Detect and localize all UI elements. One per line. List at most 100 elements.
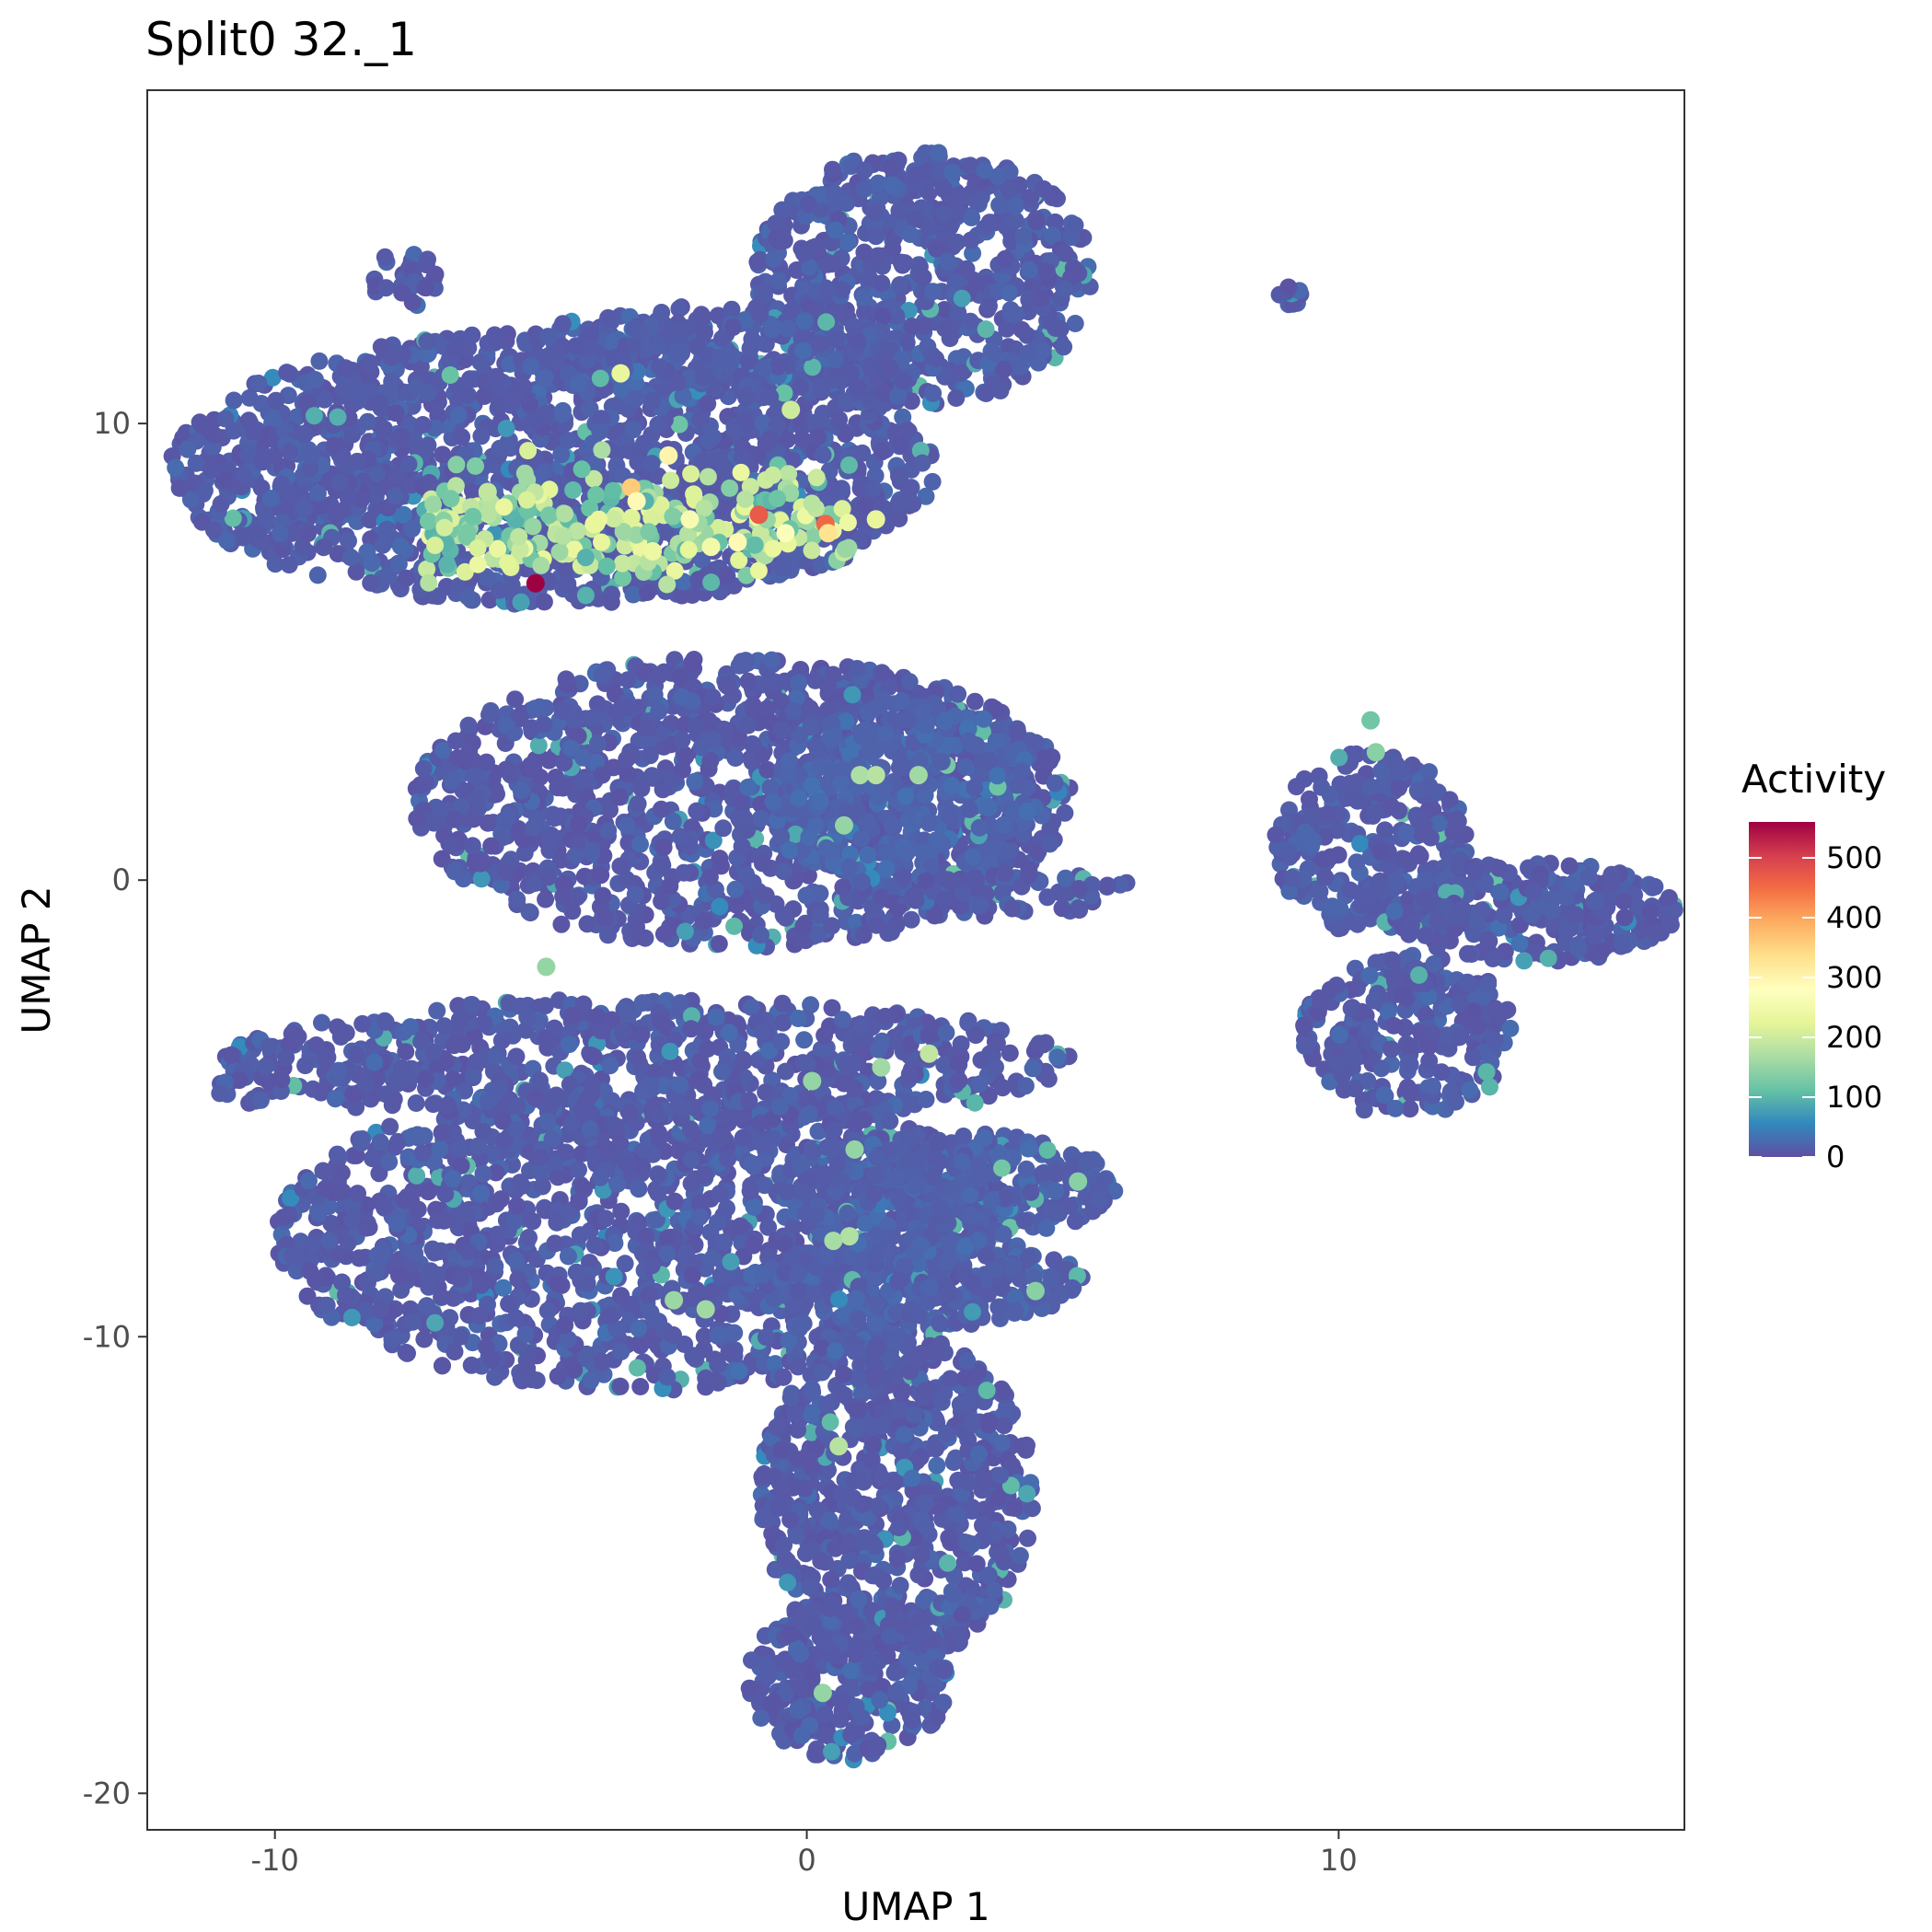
- scatter-point: [536, 368, 554, 387]
- scatter-point: [536, 1029, 554, 1047]
- scatter-point: [249, 375, 268, 392]
- scatter-point: [521, 396, 539, 414]
- scatter-point: [552, 445, 571, 464]
- scatter-point: [1056, 804, 1074, 822]
- scatter-point: [845, 1080, 863, 1098]
- scatter-point: [1019, 344, 1037, 363]
- scatter-point: [827, 370, 845, 388]
- scatter-point: [778, 431, 796, 449]
- scatter-point: [187, 454, 205, 472]
- scatter-point: [980, 752, 998, 769]
- scatter-point: [535, 593, 553, 611]
- scatter-point: [1066, 216, 1084, 235]
- scatter-point: [641, 746, 659, 765]
- scatter-point: [811, 792, 829, 811]
- scatter-point: [408, 440, 426, 458]
- scatter-point: [811, 377, 829, 396]
- scatter-point: [280, 556, 298, 574]
- scatter-point: [1018, 326, 1036, 344]
- scatter-point: [754, 414, 772, 433]
- scatter-point: [917, 1091, 935, 1108]
- scatter-point: [890, 202, 908, 220]
- scatter-point: [923, 472, 942, 491]
- scatter-point: [204, 521, 223, 539]
- scatter-point: [691, 411, 710, 429]
- scatter-point: [1051, 319, 1070, 338]
- scatter-point: [873, 690, 892, 709]
- scatter-point: [472, 427, 491, 445]
- scatter-point: [870, 247, 887, 265]
- scatter-point: [849, 378, 867, 397]
- scatter-point: [601, 1057, 619, 1075]
- scatter-point: [525, 758, 542, 777]
- scatter-point: [631, 927, 649, 945]
- scatter-point: [453, 428, 471, 446]
- scatter-point: [346, 385, 364, 403]
- scatter-point: [794, 918, 813, 935]
- scatter-point: [1035, 179, 1053, 198]
- scatter-point: [839, 233, 857, 251]
- scatter-point: [449, 406, 468, 424]
- scatter-point: [897, 844, 916, 862]
- scatter-point: [967, 192, 986, 211]
- scatter-point: [545, 809, 563, 827]
- scatter-point: [472, 870, 491, 888]
- scatter-point: [479, 814, 497, 832]
- scatter-point: [694, 911, 712, 930]
- scatter-point: [823, 255, 841, 273]
- scatter-point: [448, 749, 467, 767]
- scatter-point: [893, 692, 911, 711]
- scatter-point: [554, 887, 573, 906]
- scatter-point: [764, 792, 782, 811]
- scatter-point: [239, 446, 257, 464]
- scatter-point: [618, 816, 636, 835]
- scatter-point: [1056, 280, 1074, 298]
- scatter-point: [480, 706, 498, 724]
- scatter-point: [713, 1062, 731, 1081]
- scatter-point: [773, 559, 792, 576]
- scatter-point: [588, 735, 607, 753]
- scatter-point: [716, 459, 735, 477]
- scatter-point: [642, 455, 661, 473]
- scatter-point: [869, 1040, 887, 1059]
- scatter-point: [1009, 723, 1027, 742]
- scatter-point: [471, 854, 490, 873]
- scatter-point: [443, 772, 461, 791]
- scatter-point: [300, 459, 318, 478]
- scatter-point: [747, 298, 766, 317]
- scatter-point: [388, 467, 406, 485]
- scatter-point: [599, 926, 617, 944]
- scatter-point: [930, 144, 948, 162]
- scatter-point: [611, 857, 630, 875]
- scatter-point: [998, 319, 1016, 338]
- scatter-point: [376, 1012, 395, 1031]
- scatter-point: [676, 922, 694, 941]
- scatter-point: [686, 717, 704, 735]
- scatter-point: [824, 160, 841, 179]
- scatter-point: [891, 467, 909, 485]
- scatter-point: [464, 751, 482, 769]
- scatter-point: [553, 702, 572, 720]
- scatter-point: [638, 584, 656, 601]
- scatter-point: [950, 1054, 967, 1072]
- scatter-point: [774, 1013, 792, 1032]
- scatter-point: [773, 201, 792, 219]
- scatter-point: [873, 274, 891, 293]
- scatter-point: [485, 326, 503, 344]
- scatter-point: [361, 511, 379, 529]
- scatter-point: [584, 709, 602, 727]
- scatter-point: [799, 195, 817, 214]
- scatter-point: [699, 432, 717, 450]
- scatter-point: [1041, 835, 1059, 853]
- scatter-point: [341, 488, 359, 506]
- scatter-point: [202, 461, 221, 480]
- scatter-point: [917, 487, 935, 505]
- scatter-point: [492, 1032, 511, 1049]
- scatter-point: [512, 593, 530, 611]
- scatter-point: [461, 370, 479, 388]
- scatter-point: [560, 1035, 578, 1054]
- scatter-point: [990, 196, 1009, 214]
- scatter-point: [806, 413, 824, 432]
- scatter-point: [181, 491, 200, 509]
- scatter-point: [819, 677, 838, 696]
